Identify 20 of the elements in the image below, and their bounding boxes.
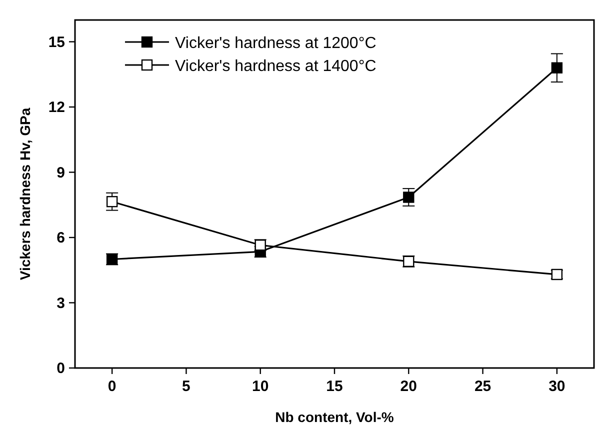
- x-tick-label: 0: [108, 378, 116, 395]
- y-tick-label: 0: [56, 360, 65, 377]
- point: [106, 196, 118, 208]
- x-tick-label: 25: [474, 378, 492, 395]
- x-tick-label: 20: [400, 378, 417, 395]
- x-axis-title: Nb content, Vol-%: [275, 409, 394, 425]
- y-tick-label: 9: [56, 164, 65, 182]
- y-tick-label: 15: [48, 34, 65, 51]
- point: [403, 192, 414, 203]
- y-tick-label: 12: [48, 99, 65, 116]
- legend-label: Vicker's hardness at 1200°C: [175, 35, 376, 52]
- point: [551, 62, 563, 74]
- legend-label: Vicker's hardness at 1400°C: [175, 58, 376, 75]
- x-tick-label: 30: [548, 378, 566, 395]
- y-axis-title: Vickers hardness Hv, GPa: [17, 108, 33, 280]
- x-tick-label: 10: [252, 378, 269, 395]
- x-tick-label: 5: [182, 378, 190, 395]
- y-tick-label: 3: [56, 294, 65, 312]
- y-tick-label: 6: [56, 230, 65, 246]
- x-tick-label: 15: [326, 378, 343, 395]
